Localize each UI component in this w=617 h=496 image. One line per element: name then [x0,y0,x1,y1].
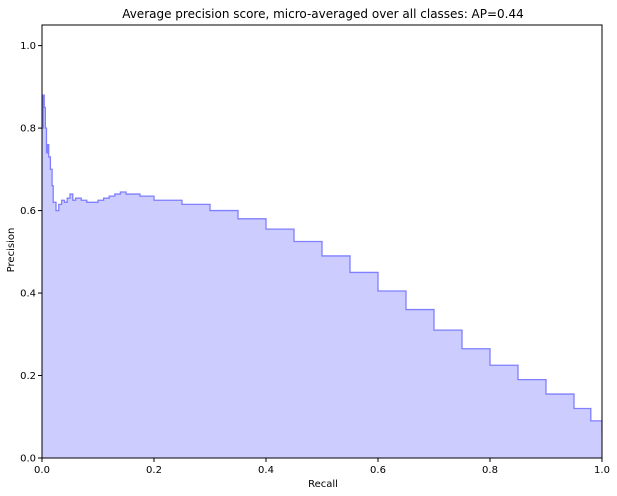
axes: 0.0 0.2 0.4 0.6 0.8 1.0 0.0 0.2 0.4 0.6 0.8 1.0 [20,24,610,476]
x-tick-label: 0.0 [34,465,50,476]
y-tick-label: 0.8 [20,124,36,135]
y-tick-label: 0.0 [20,454,36,465]
plot-area [42,94,602,458]
y-tick-label: 0.6 [20,206,36,217]
x-tick-label: 0.6 [370,465,386,476]
y-tick-label: 1.0 [20,41,36,52]
x-tick-label: 0.2 [146,465,162,476]
x-tick-label: 1.0 [594,465,610,476]
x-tick-label: 0.8 [482,465,498,476]
y-tick-label: 0.4 [20,289,36,300]
chart-title: Average precision score, micro-averaged … [122,7,524,21]
y-tick-label: 0.2 [20,371,36,382]
precision-recall-step-line-0 [42,94,602,434]
x-axis-label: Recall [308,479,338,490]
x-tick-label: 0.4 [258,465,274,476]
precision-recall-area-0 [42,95,602,458]
y-axis-label: Precision [6,228,17,273]
plot-frame [41,24,603,459]
